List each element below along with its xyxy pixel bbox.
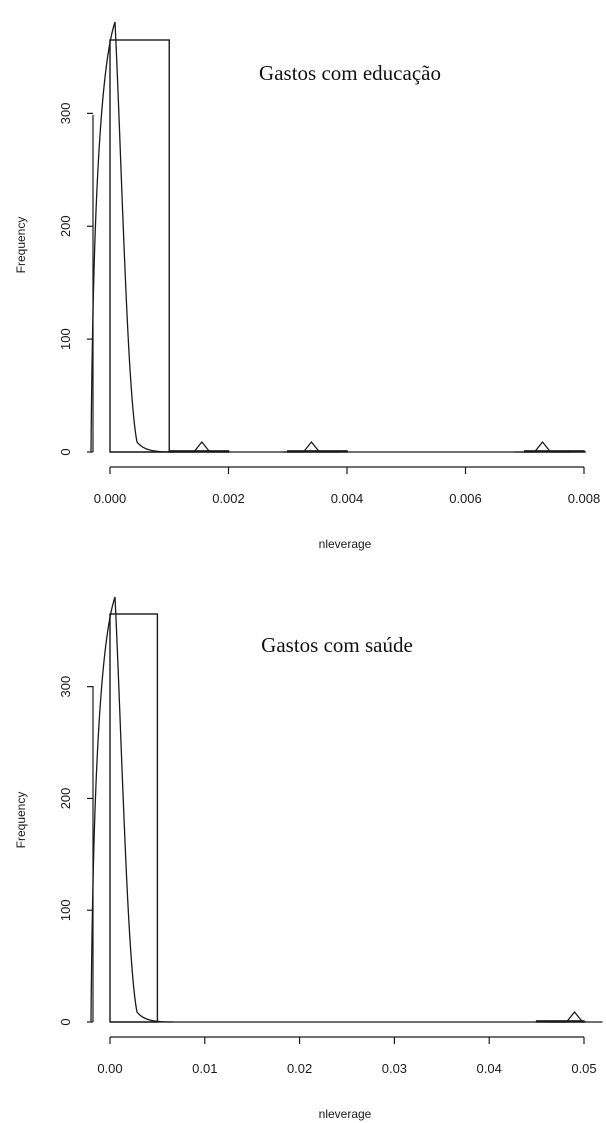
x-tick-label: 0.01: [192, 1061, 217, 1076]
histogram-education: Frequency nleverage Gastos com educação …: [14, 21, 601, 551]
x-tick-label: 0.000: [94, 491, 127, 506]
chart-title: Gastos com saúde: [261, 633, 413, 657]
density-bump: [283, 440, 340, 453]
density-curve: [90, 21, 174, 453]
y-tick-label: 300: [58, 676, 73, 698]
x-tick-label: 0.03: [382, 1061, 407, 1076]
density-bump: [514, 440, 571, 453]
density-bump: [546, 1010, 603, 1023]
y-tick-label: 0: [58, 1018, 73, 1025]
density-curve: [90, 596, 174, 1023]
x-tick-label: 0.002: [212, 491, 245, 506]
y-tick-label: 200: [58, 788, 73, 810]
x-tick-label: 0.006: [449, 491, 482, 506]
y-tick-label: 0: [58, 448, 73, 455]
histogram-bar: [109, 613, 159, 1023]
y-tick-label: 200: [58, 215, 73, 237]
x-tick-label: 0.00: [97, 1061, 122, 1076]
y-tick-label: 100: [58, 899, 73, 921]
x-tick-label: 0.008: [568, 491, 601, 506]
x-tick-label: 0.004: [331, 491, 364, 506]
x-tick-label: 0.04: [477, 1061, 502, 1076]
y-tick-label: 100: [58, 328, 73, 350]
y-axis-title: Frequency: [14, 217, 28, 274]
x-axis-title: nleverage: [319, 537, 372, 551]
density-bump: [173, 440, 230, 453]
histogram-health: Frequency nleverage Gastos com saúde 0 10…: [14, 596, 603, 1121]
y-tick-label: 300: [58, 103, 73, 125]
x-axis-title: nleverage: [319, 1107, 372, 1121]
y-axis-title: Frequency: [14, 792, 28, 849]
chart-title: Gastos com educação: [259, 61, 441, 85]
x-tick-label: 0.05: [571, 1061, 596, 1076]
x-tick-label: 0.02: [287, 1061, 312, 1076]
